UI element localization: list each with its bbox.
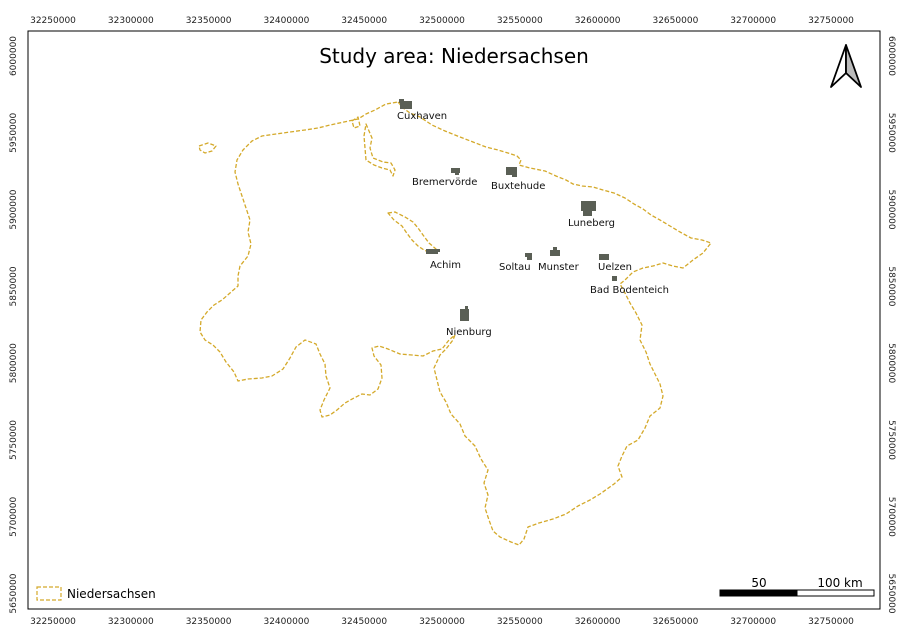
scale-bar-label-mid: 50 [751, 576, 766, 590]
legend-swatch-niedersachsen [36, 586, 62, 601]
city-label-achim: Achim [430, 260, 461, 271]
x-tick-bottom-32700000: 32700000 [730, 617, 776, 627]
raster-buxtehude-b [512, 174, 517, 177]
y-tick-right-5950000: 5950000 [886, 113, 896, 153]
scale-bar-segment-empty [796, 589, 875, 597]
x-axis-bottom-ticks: 32250000 32300000 32350000 32400000 32450000… [30, 617, 854, 627]
raster-luneberg-b [583, 210, 592, 216]
x-tick-bottom-32750000: 32750000 [808, 617, 854, 627]
x-tick-top-32550000: 32550000 [497, 16, 543, 26]
city-label-soltau: Soltau [499, 262, 531, 273]
raster-achim [426, 249, 438, 254]
raster-achim-b [437, 249, 440, 252]
north-arrow-icon [830, 44, 862, 88]
raster-cuxhaven [400, 101, 412, 109]
x-tick-top-32250000: 32250000 [30, 16, 76, 26]
y-tick-left-5750000: 5750000 [9, 420, 19, 460]
y-tick-right-5750000: 5750000 [886, 420, 896, 460]
x-tick-bottom-32500000: 32500000 [419, 617, 465, 627]
raster-uelzen [599, 254, 609, 260]
x-axis-top-ticks: 32250000 32300000 32350000 32400000 32450000… [30, 16, 854, 26]
map-title: Study area: Niedersachsen [319, 44, 589, 68]
city-label-bad-bodenteich: Bad Bodenteich [590, 285, 669, 296]
x-tick-bottom-32250000: 32250000 [30, 617, 76, 627]
city-label-cuxhaven: Cuxhaven [397, 111, 447, 122]
y-axis-right-ticks: 6000000 5950000 5900000 5850000 5800000 57500… [886, 36, 896, 614]
y-tick-right-5650000: 5650000 [886, 574, 896, 614]
legend-label-niedersachsen: Niedersachsen [67, 587, 156, 601]
x-tick-top-32650000: 32650000 [652, 16, 698, 26]
y-tick-left-6000000: 6000000 [9, 36, 19, 76]
scale-bar-segment-filled [719, 589, 798, 597]
raster-soltau-b [527, 256, 532, 260]
x-tick-top-32400000: 32400000 [263, 16, 309, 26]
raster-nienburg-b [465, 306, 468, 310]
x-tick-top-32350000: 32350000 [186, 16, 232, 26]
raster-munster [550, 250, 560, 256]
raster-bremervoerde-b [455, 172, 459, 175]
city-label-buxtehude: Buxtehude [491, 181, 545, 192]
x-tick-top-32500000: 32500000 [419, 16, 465, 26]
raster-luneberg [581, 201, 596, 211]
y-tick-left-5850000: 5850000 [9, 266, 19, 306]
x-tick-bottom-32450000: 32450000 [341, 617, 387, 627]
boundary-island-coast [351, 116, 361, 129]
boundary-main [199, 101, 712, 546]
boundary-island-west [198, 142, 217, 154]
raster-buxtehude [506, 167, 517, 175]
boundary-weser-estuary [363, 123, 396, 177]
scale-bar: 50 100 km [719, 576, 875, 597]
x-tick-bottom-32300000: 32300000 [108, 617, 154, 627]
city-label-luneberg: Luneberg [568, 218, 615, 229]
x-tick-top-32750000: 32750000 [808, 16, 854, 26]
x-tick-bottom-32550000: 32550000 [497, 617, 543, 627]
x-tick-bottom-32600000: 32600000 [575, 617, 621, 627]
y-axis-left-ticks: 6000000 5950000 5900000 5850000 5800000 57500… [9, 36, 19, 614]
y-tick-right-6000000: 6000000 [886, 36, 896, 76]
raster-bad-bodenteich [612, 276, 617, 281]
x-tick-bottom-32650000: 32650000 [652, 617, 698, 627]
y-tick-right-5850000: 5850000 [886, 266, 896, 306]
map-frame [27, 30, 881, 610]
study-site-rasters [399, 99, 617, 321]
x-tick-top-32450000: 32450000 [341, 16, 387, 26]
y-tick-left-5800000: 5800000 [9, 343, 19, 383]
x-tick-top-32300000: 32300000 [108, 16, 154, 26]
legend: Niedersachsen [36, 586, 156, 601]
city-label-bremervoerde: Bremervörde [412, 177, 477, 188]
x-tick-top-32600000: 32600000 [575, 16, 621, 26]
city-label-munster: Munster [538, 262, 580, 273]
raster-nienburg [460, 309, 469, 321]
raster-munster-b [553, 247, 557, 250]
city-label-uelzen: Uelzen [598, 262, 632, 273]
x-tick-bottom-32400000: 32400000 [263, 617, 309, 627]
y-tick-left-5650000: 5650000 [9, 573, 19, 613]
y-tick-right-5900000: 5900000 [886, 190, 896, 230]
y-tick-right-5800000: 5800000 [886, 343, 896, 383]
y-tick-left-5950000: 5950000 [9, 112, 19, 152]
raster-bremervoerde [451, 168, 460, 173]
city-label-nienburg: Nienburg [446, 327, 492, 338]
y-tick-right-5700000: 5700000 [886, 497, 896, 537]
x-tick-top-32700000: 32700000 [730, 16, 776, 26]
y-tick-left-5700000: 5700000 [9, 496, 19, 536]
scale-bar-label-end: 100 km [817, 576, 862, 590]
x-tick-bottom-32350000: 32350000 [186, 617, 232, 627]
raster-cuxhaven-b [399, 99, 404, 103]
raster-soltau [525, 253, 532, 257]
y-tick-left-5900000: 5900000 [9, 189, 19, 229]
